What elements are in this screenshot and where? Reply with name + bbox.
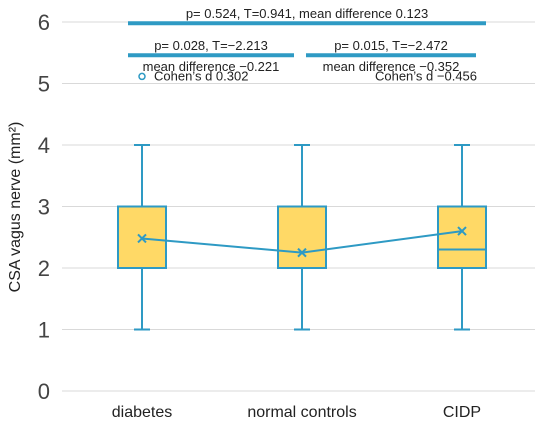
category-label-normal-controls: normal controls	[247, 404, 356, 421]
y-axis-label: CSA vagus nerve (mm²)	[7, 122, 24, 293]
comparison-sublabel: mean difference −0.352	[323, 59, 460, 74]
annotation-cohens-d: Cohen’s d 0.302	[138, 68, 248, 83]
boxes	[117, 144, 487, 331]
annotation-text: Cohen’s d −0.456	[375, 68, 477, 83]
box-body	[437, 205, 487, 269]
y-tick-label-1: 1	[38, 318, 50, 343]
mean-x-stroke	[457, 226, 467, 236]
mean-x-stroke	[137, 233, 147, 244]
y-tick-label-3: 3	[38, 195, 50, 220]
box-CIDP	[437, 144, 487, 331]
mean-x-stroke	[297, 247, 307, 258]
comparison-label: p= 0.524, T=0.941, mean difference 0.123	[186, 6, 428, 21]
comparison-label: p= 0.028, T=−2.213	[154, 38, 268, 53]
comparison-sublabel: mean difference −0.221	[143, 59, 280, 74]
y-tick-label-5: 5	[38, 72, 50, 97]
mean-line-series	[137, 226, 467, 258]
y-tick-label-6: 6	[38, 10, 50, 35]
category-label-diabetes: diabetes	[112, 404, 173, 421]
y-axis-ticks: 0 1 2 3 4 5 6	[38, 10, 50, 404]
comparison-diabetes-CIDP: p= 0.524, T=0.941, mean difference 0.123	[128, 6, 486, 26]
mean-marker-CIDP	[457, 226, 467, 236]
mean-marker-normal-controls	[297, 247, 307, 258]
comparison-normal-controls-CIDP: p= 0.015, T=−2.472 mean difference −0.352	[306, 38, 476, 74]
category-label-CIDP: CIDP	[443, 404, 481, 421]
y-tick-label-2: 2	[38, 256, 50, 281]
annotations: Cohen’s d 0.302 Cohen’s d −0.456	[138, 68, 477, 83]
annotation-text: Cohen’s d 0.302	[154, 68, 248, 83]
comparison-diabetes-normal-controls: p= 0.028, T=−2.213 mean difference −0.221	[128, 38, 294, 74]
annotation-cohens-d: Cohen’s d −0.456	[375, 68, 477, 83]
box-normal-controls	[277, 144, 327, 331]
comparisons: p= 0.524, T=0.941, mean difference 0.123…	[128, 6, 486, 74]
box-body	[277, 205, 327, 269]
y-tick-label-0: 0	[38, 379, 50, 404]
comparison-label: p= 0.015, T=−2.472	[334, 38, 448, 53]
x-axis-categories: diabetes normal controls CIDP	[112, 404, 481, 421]
y-tick-label-4: 4	[38, 133, 50, 158]
legend-marker-icon	[138, 72, 146, 81]
mean-marker-diabetes	[137, 233, 147, 244]
